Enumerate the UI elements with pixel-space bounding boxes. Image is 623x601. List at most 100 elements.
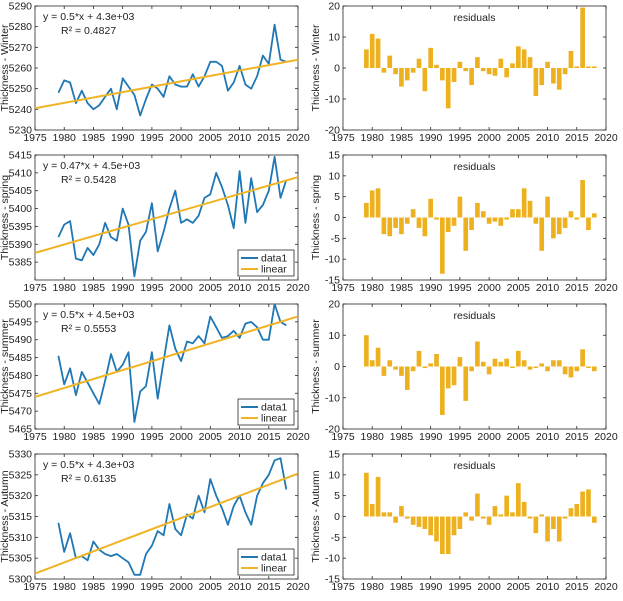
equation-label: y = 0.5*x + 4.3e+03	[43, 459, 135, 471]
axes-box	[342, 303, 607, 430]
x-tick-label: 1995	[448, 282, 472, 294]
residual-bar	[492, 68, 498, 76]
residual-bar	[440, 366, 445, 415]
y-tick-label: 5290	[9, 1, 33, 13]
residual-bar	[591, 366, 597, 372]
residual-bar	[428, 198, 434, 218]
residual-bar	[399, 217, 404, 235]
y-tick-label: 5490	[9, 334, 33, 346]
x-tick-label: 2000	[169, 581, 193, 593]
y-tick-label: 5410	[9, 167, 33, 179]
residual-bar	[580, 349, 585, 367]
plot-area	[35, 304, 298, 423]
residual-bar	[480, 211, 486, 218]
series-data1	[57, 155, 288, 278]
residual-bar	[586, 489, 591, 517]
equation-label: y = 0.5*x + 4.3e+03	[43, 11, 135, 23]
equation-label: y = 0.5*x + 4.5e+03	[43, 309, 135, 321]
residual-bar	[486, 516, 492, 525]
x-tick-label: 1980	[361, 581, 385, 593]
residual-bar	[515, 209, 521, 218]
y-tick-label: 15	[328, 449, 340, 461]
residual-bar	[562, 68, 568, 75]
y-axis-label: Thickness - Winter	[310, 24, 322, 111]
residual-bar	[521, 49, 527, 68]
x-tick-label: 1995	[448, 132, 472, 144]
residual-bar	[428, 363, 434, 367]
y-tick-label: 5280	[9, 21, 33, 33]
y-tick-label: 0	[334, 511, 340, 523]
residual-bar	[545, 196, 550, 218]
residual-bar	[440, 68, 445, 81]
y-tick-label: 15	[328, 150, 340, 162]
r-squared-label: R² = 0.5553	[61, 323, 116, 335]
residual-bar	[486, 68, 492, 75]
residual-bar	[463, 217, 469, 251]
residual-bar	[539, 68, 545, 86]
x-tick-label: 1990	[111, 282, 135, 294]
residual-bar	[410, 209, 416, 218]
x-tick-label: 2000	[169, 132, 193, 144]
residual-bar	[510, 63, 515, 68]
y-tick-label: 5330	[9, 449, 33, 461]
y-tick-label: 0	[334, 63, 340, 75]
residual-bar	[504, 68, 509, 78]
residual-bar	[580, 180, 585, 218]
residual-bar	[434, 217, 439, 220]
y-tick-label: 0	[334, 212, 340, 224]
x-tick-label: 1975	[23, 581, 47, 593]
axes-box	[342, 453, 607, 580]
x-tick-label: 1975	[23, 132, 47, 144]
y-tick-label: 5300	[9, 574, 33, 586]
y-tick-label: 0	[334, 361, 340, 373]
series-linear	[35, 58, 298, 110]
y-tick-label: 5485	[9, 352, 33, 364]
y-axis-label: Thickness - spring	[310, 175, 322, 260]
residual-bar	[434, 64, 439, 68]
x-tick-label: 1975	[331, 132, 355, 144]
residual-bar	[457, 357, 463, 367]
residual-bar	[539, 514, 545, 517]
residual-bar	[375, 188, 381, 218]
residual-bar	[410, 68, 416, 73]
residual-bar	[539, 217, 545, 251]
residual-bar	[387, 360, 393, 367]
x-tick-label: 1985	[390, 431, 414, 443]
residual-bar	[545, 516, 550, 542]
residual-bar	[422, 366, 428, 369]
residual-bar	[568, 366, 574, 378]
x-tick-label: 2005	[199, 431, 223, 443]
plot-area	[364, 335, 597, 415]
residual-bar	[492, 217, 498, 222]
x-tick-label: 1995	[448, 431, 472, 443]
residual-bar	[434, 516, 439, 542]
residual-bar	[551, 68, 556, 84]
residual-bar	[387, 512, 393, 517]
panel-spring-residuals: 1975 1980 1985 1990 1995 2000 2005 2010 2015 2020…	[310, 150, 618, 295]
x-tick-label: 1985	[390, 132, 414, 144]
residual-bar	[510, 512, 515, 517]
x-tick-label: 2000	[477, 282, 501, 294]
y-axis-label: Thickness - Autumn	[310, 470, 322, 562]
residual-bar	[568, 508, 574, 517]
y-tick-label: 5480	[9, 370, 33, 382]
residual-bar	[369, 190, 375, 218]
residual-bar	[393, 217, 398, 228]
x-tick-label: 1975	[331, 431, 355, 443]
series-linear	[35, 472, 298, 575]
residual-bar	[504, 495, 509, 517]
x-tick-label: 1980	[361, 431, 385, 443]
y-tick-label: 5	[334, 490, 340, 502]
x-tick-label: 2020	[594, 132, 618, 144]
residual-bar	[504, 358, 509, 367]
y-tick-label: 5270	[9, 42, 33, 54]
series-data1	[57, 457, 288, 576]
x-tick-label: 2000	[477, 132, 501, 144]
plot-area	[364, 472, 597, 554]
panel-summer-residuals: 1975 1980 1985 1990 1995 2000 2005 2010 2015 2020…	[310, 299, 618, 444]
y-tick-label: 5395	[9, 221, 33, 233]
residual-bar	[469, 217, 474, 230]
residual-bar	[521, 501, 527, 517]
chart-title: residuals	[453, 460, 495, 472]
residual-bar	[539, 363, 545, 367]
